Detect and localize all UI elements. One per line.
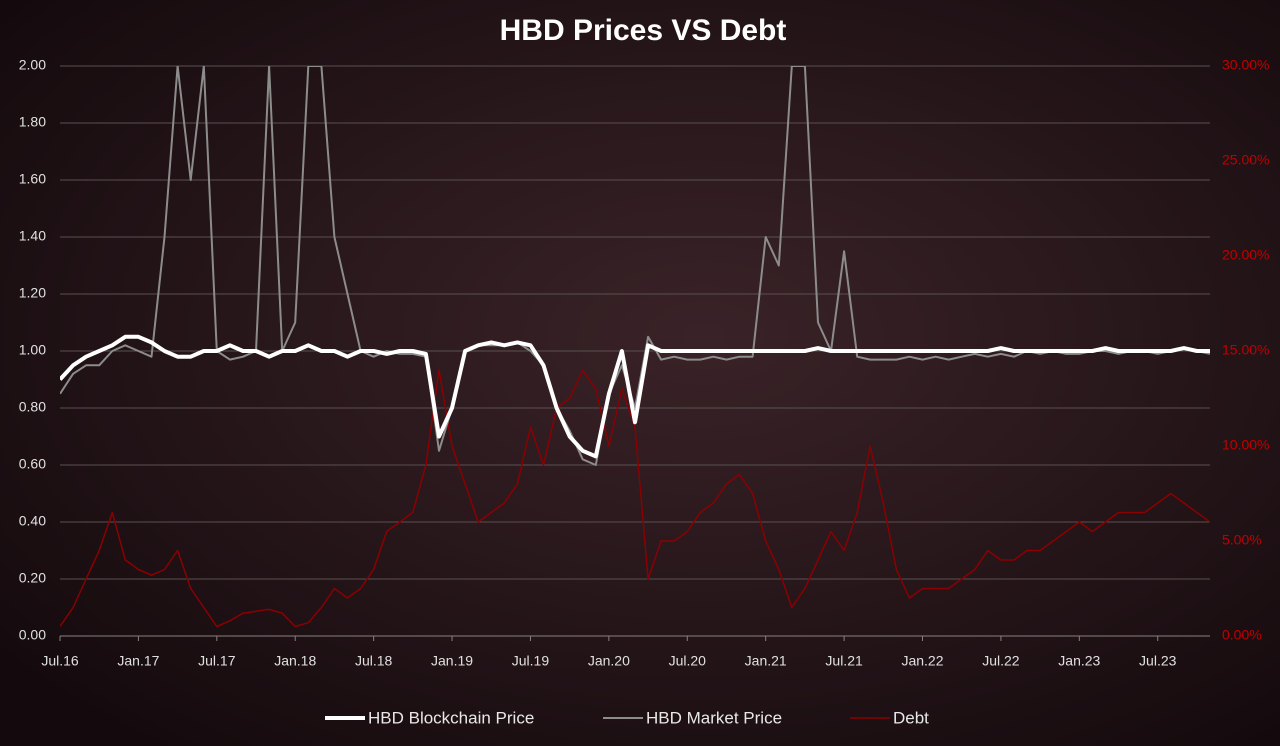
y-tick-label: 0.60 <box>19 456 46 472</box>
x-tick-label: Jan.23 <box>1058 653 1100 669</box>
y-tick-label: 1.20 <box>19 285 46 301</box>
series-line <box>60 369 1210 628</box>
chart-title: HBD Prices VS Debt <box>500 14 787 47</box>
legend-label: HBD Blockchain Price <box>368 708 534 727</box>
x-tick-label: Jan.20 <box>588 653 630 669</box>
x-tick-label: Jan.21 <box>745 653 787 669</box>
y-tick-label: 0.20 <box>19 570 46 586</box>
y-tick-label: 0.00 <box>19 627 46 643</box>
y2-tick-label: 5.00% <box>1222 532 1262 548</box>
x-tick-label: Jan.17 <box>117 653 159 669</box>
x-tick-label: Jul.18 <box>355 653 393 669</box>
y-tick-label: 2.00 <box>19 57 46 73</box>
y-tick-label: 1.80 <box>19 114 46 130</box>
x-tick-label: Jan.19 <box>431 653 473 669</box>
x-tick-label: Jul.16 <box>41 653 79 669</box>
x-tick-label: Jul.17 <box>198 653 236 669</box>
y2-tick-label: 10.00% <box>1222 437 1269 453</box>
x-tick-label: Jan.18 <box>274 653 316 669</box>
x-tick-label: Jul.20 <box>669 653 707 669</box>
x-tick-label: Jul.21 <box>825 653 863 669</box>
y-tick-label: 0.80 <box>19 399 46 415</box>
x-tick-label: Jul.22 <box>982 653 1020 669</box>
x-tick-label: Jan.22 <box>901 653 943 669</box>
y-tick-label: 1.00 <box>19 342 46 358</box>
legend-label: HBD Market Price <box>646 708 782 727</box>
y-tick-label: 1.60 <box>19 171 46 187</box>
x-tick-label: Jul.19 <box>512 653 550 669</box>
y2-tick-label: 30.00% <box>1222 57 1269 73</box>
y2-tick-label: 20.00% <box>1222 247 1269 263</box>
y2-tick-label: 15.00% <box>1222 342 1269 358</box>
y2-tick-label: 25.00% <box>1222 152 1269 168</box>
y-tick-label: 0.40 <box>19 513 46 529</box>
series-line <box>60 334 1210 459</box>
y2-tick-label: 0.00% <box>1222 627 1262 643</box>
y-tick-label: 1.40 <box>19 228 46 244</box>
legend-label: Debt <box>893 708 929 727</box>
x-tick-label: Jul.23 <box>1139 653 1177 669</box>
